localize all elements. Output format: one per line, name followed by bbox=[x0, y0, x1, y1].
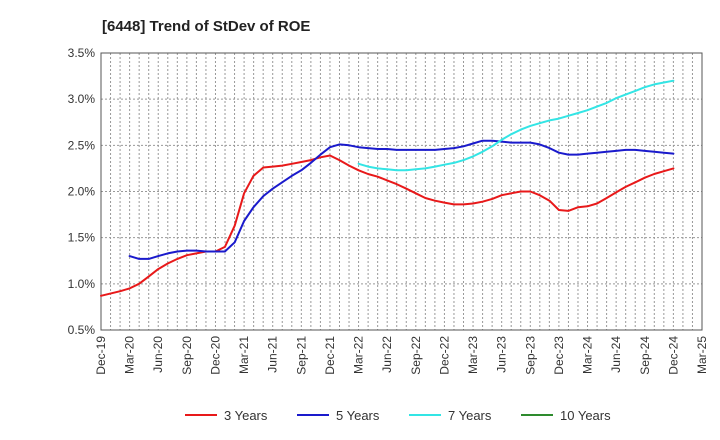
x-tick-label: Mar-22 bbox=[352, 336, 366, 374]
x-tick-label: Mar-21 bbox=[237, 336, 251, 374]
y-tick-label: 1.0% bbox=[68, 277, 96, 291]
chart-title: [6448] Trend of StDev of ROE bbox=[102, 18, 310, 35]
x-tick-label: Mar-23 bbox=[466, 336, 480, 374]
series-group bbox=[100, 79, 675, 297]
x-tick-label: Jun-20 bbox=[151, 336, 165, 373]
x-tick-label: Jun-22 bbox=[380, 336, 394, 373]
x-tick-label: Jun-23 bbox=[495, 336, 509, 373]
x-tick-label: Mar-20 bbox=[123, 336, 137, 374]
series-line-3 bbox=[357, 79, 675, 172]
x-tick-label: Mar-24 bbox=[581, 336, 595, 374]
x-tick-label: Dec-20 bbox=[208, 336, 222, 375]
legend-label-2: 5 Years bbox=[336, 408, 380, 423]
y-tick-label: 2.5% bbox=[68, 138, 96, 152]
y-axis: 0.5% 1.0% 1.5% 2.0% 2.5% 3.0% 3.5% bbox=[68, 46, 96, 337]
y-tick-label: 2.0% bbox=[68, 185, 96, 199]
legend-label-4: 10 Years bbox=[560, 408, 611, 423]
legend: 3 Years 5 Years 7 Years 10 Years bbox=[185, 408, 611, 423]
x-tick-label: Jun-24 bbox=[609, 336, 623, 373]
x-tick-label: Sep-22 bbox=[409, 336, 423, 375]
x-tick-label: Sep-20 bbox=[180, 336, 194, 375]
x-tick-label: Mar-25 bbox=[695, 336, 709, 374]
series-line-2 bbox=[128, 139, 675, 260]
x-tick-label: Jun-21 bbox=[266, 336, 280, 373]
x-tick-label: Sep-24 bbox=[638, 336, 652, 375]
legend-label-3: 7 Years bbox=[448, 408, 492, 423]
x-tick-label: Dec-23 bbox=[552, 336, 566, 375]
y-tick-label: 1.5% bbox=[68, 231, 96, 245]
x-tick-label: Dec-19 bbox=[94, 336, 108, 375]
x-axis: Dec-19 Mar-20 Jun-20 Sep-20 Dec-20 Mar-21 Jun-… bbox=[94, 336, 709, 375]
y-tick-label: 3.0% bbox=[68, 92, 96, 106]
y-tick-label: 3.5% bbox=[68, 46, 96, 60]
y-tick-label: 0.5% bbox=[68, 323, 96, 337]
x-tick-label: Sep-21 bbox=[294, 336, 308, 375]
x-tick-label: Sep-23 bbox=[523, 336, 537, 375]
x-tick-label: Dec-24 bbox=[666, 336, 680, 375]
x-tick-label: Dec-21 bbox=[323, 336, 337, 375]
x-tick-label: Dec-22 bbox=[437, 336, 451, 375]
plot-area bbox=[100, 52, 703, 331]
legend-label-1: 3 Years bbox=[224, 408, 268, 423]
grid bbox=[100, 52, 703, 331]
